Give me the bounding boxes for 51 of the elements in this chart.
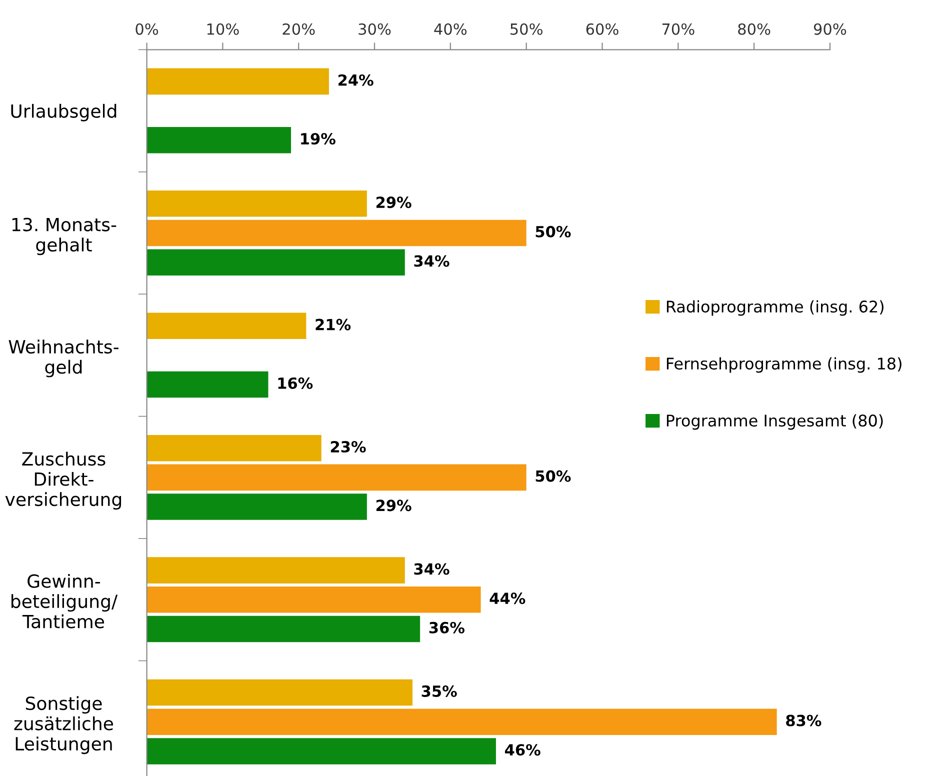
data-label: 19% bbox=[301, 132, 336, 145]
data-label: 50% bbox=[536, 470, 571, 482]
bar bbox=[146, 616, 420, 642]
bar bbox=[146, 434, 322, 462]
x-tick-label: 70% bbox=[662, 23, 694, 35]
data-label: 29% bbox=[376, 500, 412, 512]
bar bbox=[146, 68, 329, 95]
bar bbox=[146, 679, 412, 706]
y-tick-label: Gewinn- beteiligung/ Tantieme bbox=[12, 574, 118, 628]
bar bbox=[146, 464, 526, 491]
y-tick-label: 13. Monats- gehalt bbox=[12, 218, 116, 256]
bar bbox=[146, 371, 268, 398]
y-tick-label: Sonstige zusätzliche Leistungen bbox=[14, 696, 113, 754]
data-label: 34% bbox=[414, 255, 450, 267]
x-tick-label: 90% bbox=[814, 23, 846, 35]
data-label: 29% bbox=[376, 196, 412, 208]
bar bbox=[146, 708, 777, 736]
data-label: 23% bbox=[330, 440, 366, 453]
x-tick-label: 30% bbox=[358, 23, 391, 35]
bar bbox=[146, 249, 405, 276]
y-tick-label: Urlaubsgeld bbox=[11, 104, 116, 122]
x-tick-label: 50% bbox=[510, 23, 542, 35]
bar bbox=[146, 126, 292, 154]
legend-label: Radioprogramme (insg. 62) bbox=[666, 300, 884, 316]
data-label: 16% bbox=[278, 377, 313, 389]
bar bbox=[146, 738, 496, 764]
y-tick-label: Zuschuss Direkt- versicherung bbox=[5, 452, 122, 510]
legend-label: Programme Insgesamt (80) bbox=[666, 414, 883, 430]
legend-label: Fernsehprogramme (insg. 18) bbox=[666, 357, 902, 373]
data-label: 44% bbox=[490, 592, 526, 604]
bar bbox=[146, 586, 481, 613]
x-tick-label: 0% bbox=[136, 23, 158, 35]
data-label: 35% bbox=[422, 685, 457, 697]
bar bbox=[146, 557, 405, 584]
data-label: 21% bbox=[316, 318, 351, 330]
data-label: 34% bbox=[414, 563, 450, 575]
x-tick-label: 60% bbox=[586, 23, 618, 35]
data-label: 83% bbox=[786, 714, 822, 726]
bar bbox=[146, 494, 367, 520]
data-label: 24% bbox=[338, 74, 374, 86]
x-tick-label: 80% bbox=[738, 23, 770, 35]
data-label: 36% bbox=[429, 622, 464, 634]
x-tick-label: 20% bbox=[282, 23, 315, 35]
y-tick-label: Weihnachts- geld bbox=[8, 340, 118, 378]
x-tick-label: 40% bbox=[434, 23, 467, 35]
data-label: 46% bbox=[504, 744, 540, 756]
bar bbox=[146, 190, 367, 217]
bar bbox=[146, 220, 526, 246]
x-tick-label: 10% bbox=[207, 23, 239, 35]
data-label: 50% bbox=[536, 226, 571, 238]
bar bbox=[146, 312, 306, 340]
